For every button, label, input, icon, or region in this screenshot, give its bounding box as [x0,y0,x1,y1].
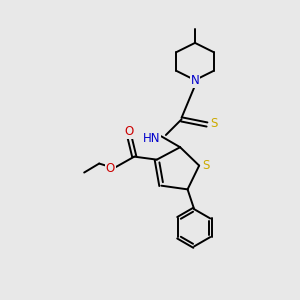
Text: S: S [210,117,217,130]
Text: S: S [202,159,209,172]
Text: N: N [190,74,200,87]
Text: O: O [124,125,134,138]
Text: HN: HN [143,132,160,145]
Text: O: O [106,161,115,175]
